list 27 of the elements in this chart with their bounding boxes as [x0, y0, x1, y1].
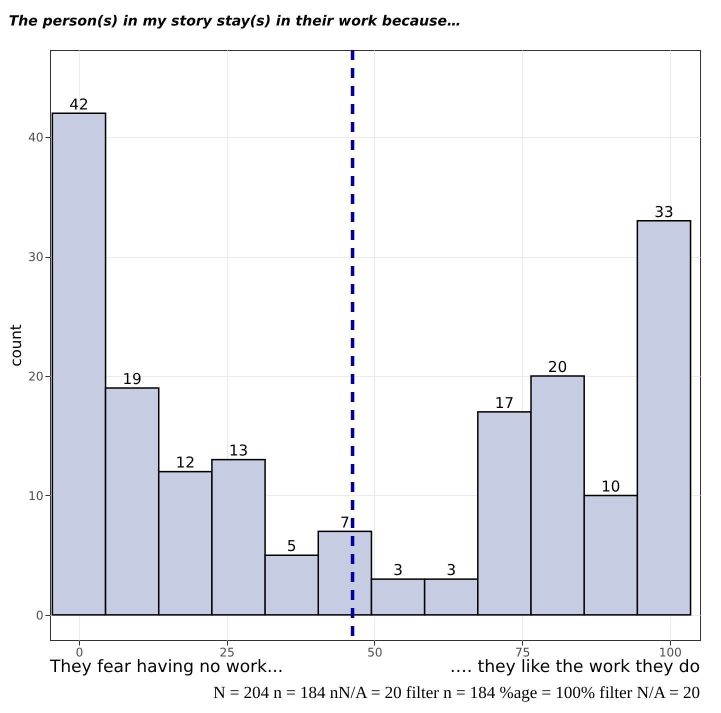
x-tick-label: 75 [514, 646, 530, 660]
data-label: 7 [340, 513, 350, 532]
text: N = 204 n = 184 nN/A = 20 filter n = 184 %age = 100% filter N/A = 20 [213, 683, 700, 702]
data-label: 42 [69, 95, 88, 114]
y-tick-label: 0 [36, 608, 44, 622]
data-label: 20 [548, 358, 568, 376]
y-axis-title: count [7, 324, 26, 367]
text: They fear having no work... [49, 657, 284, 677]
data-label: 5 [286, 537, 296, 556]
data-label: 33 [654, 202, 674, 221]
data-label: 12 [176, 454, 195, 472]
x-tick-label: 0 [76, 646, 84, 660]
data-label: 3 [446, 561, 456, 580]
x-tick-label: 100 [658, 646, 682, 660]
data-label: 19 [122, 370, 142, 388]
y-tick-label: 30 [28, 250, 44, 264]
data-label: 3 [393, 561, 403, 580]
y-tick-label: 20 [28, 370, 44, 384]
data-label: 10 [601, 477, 620, 496]
y-tick-label: 40 [28, 130, 44, 145]
data-label: 17 [494, 394, 514, 412]
chart-title: The person(s) in my story stay(s) in their work because… [8, 13, 461, 30]
x-tick-label: 25 [220, 646, 235, 660]
text: …. they like the work they do [450, 657, 700, 677]
x-tick-label: 50 [367, 646, 383, 660]
y-tick-label: 10 [28, 488, 44, 503]
data-label: 13 [228, 442, 248, 460]
